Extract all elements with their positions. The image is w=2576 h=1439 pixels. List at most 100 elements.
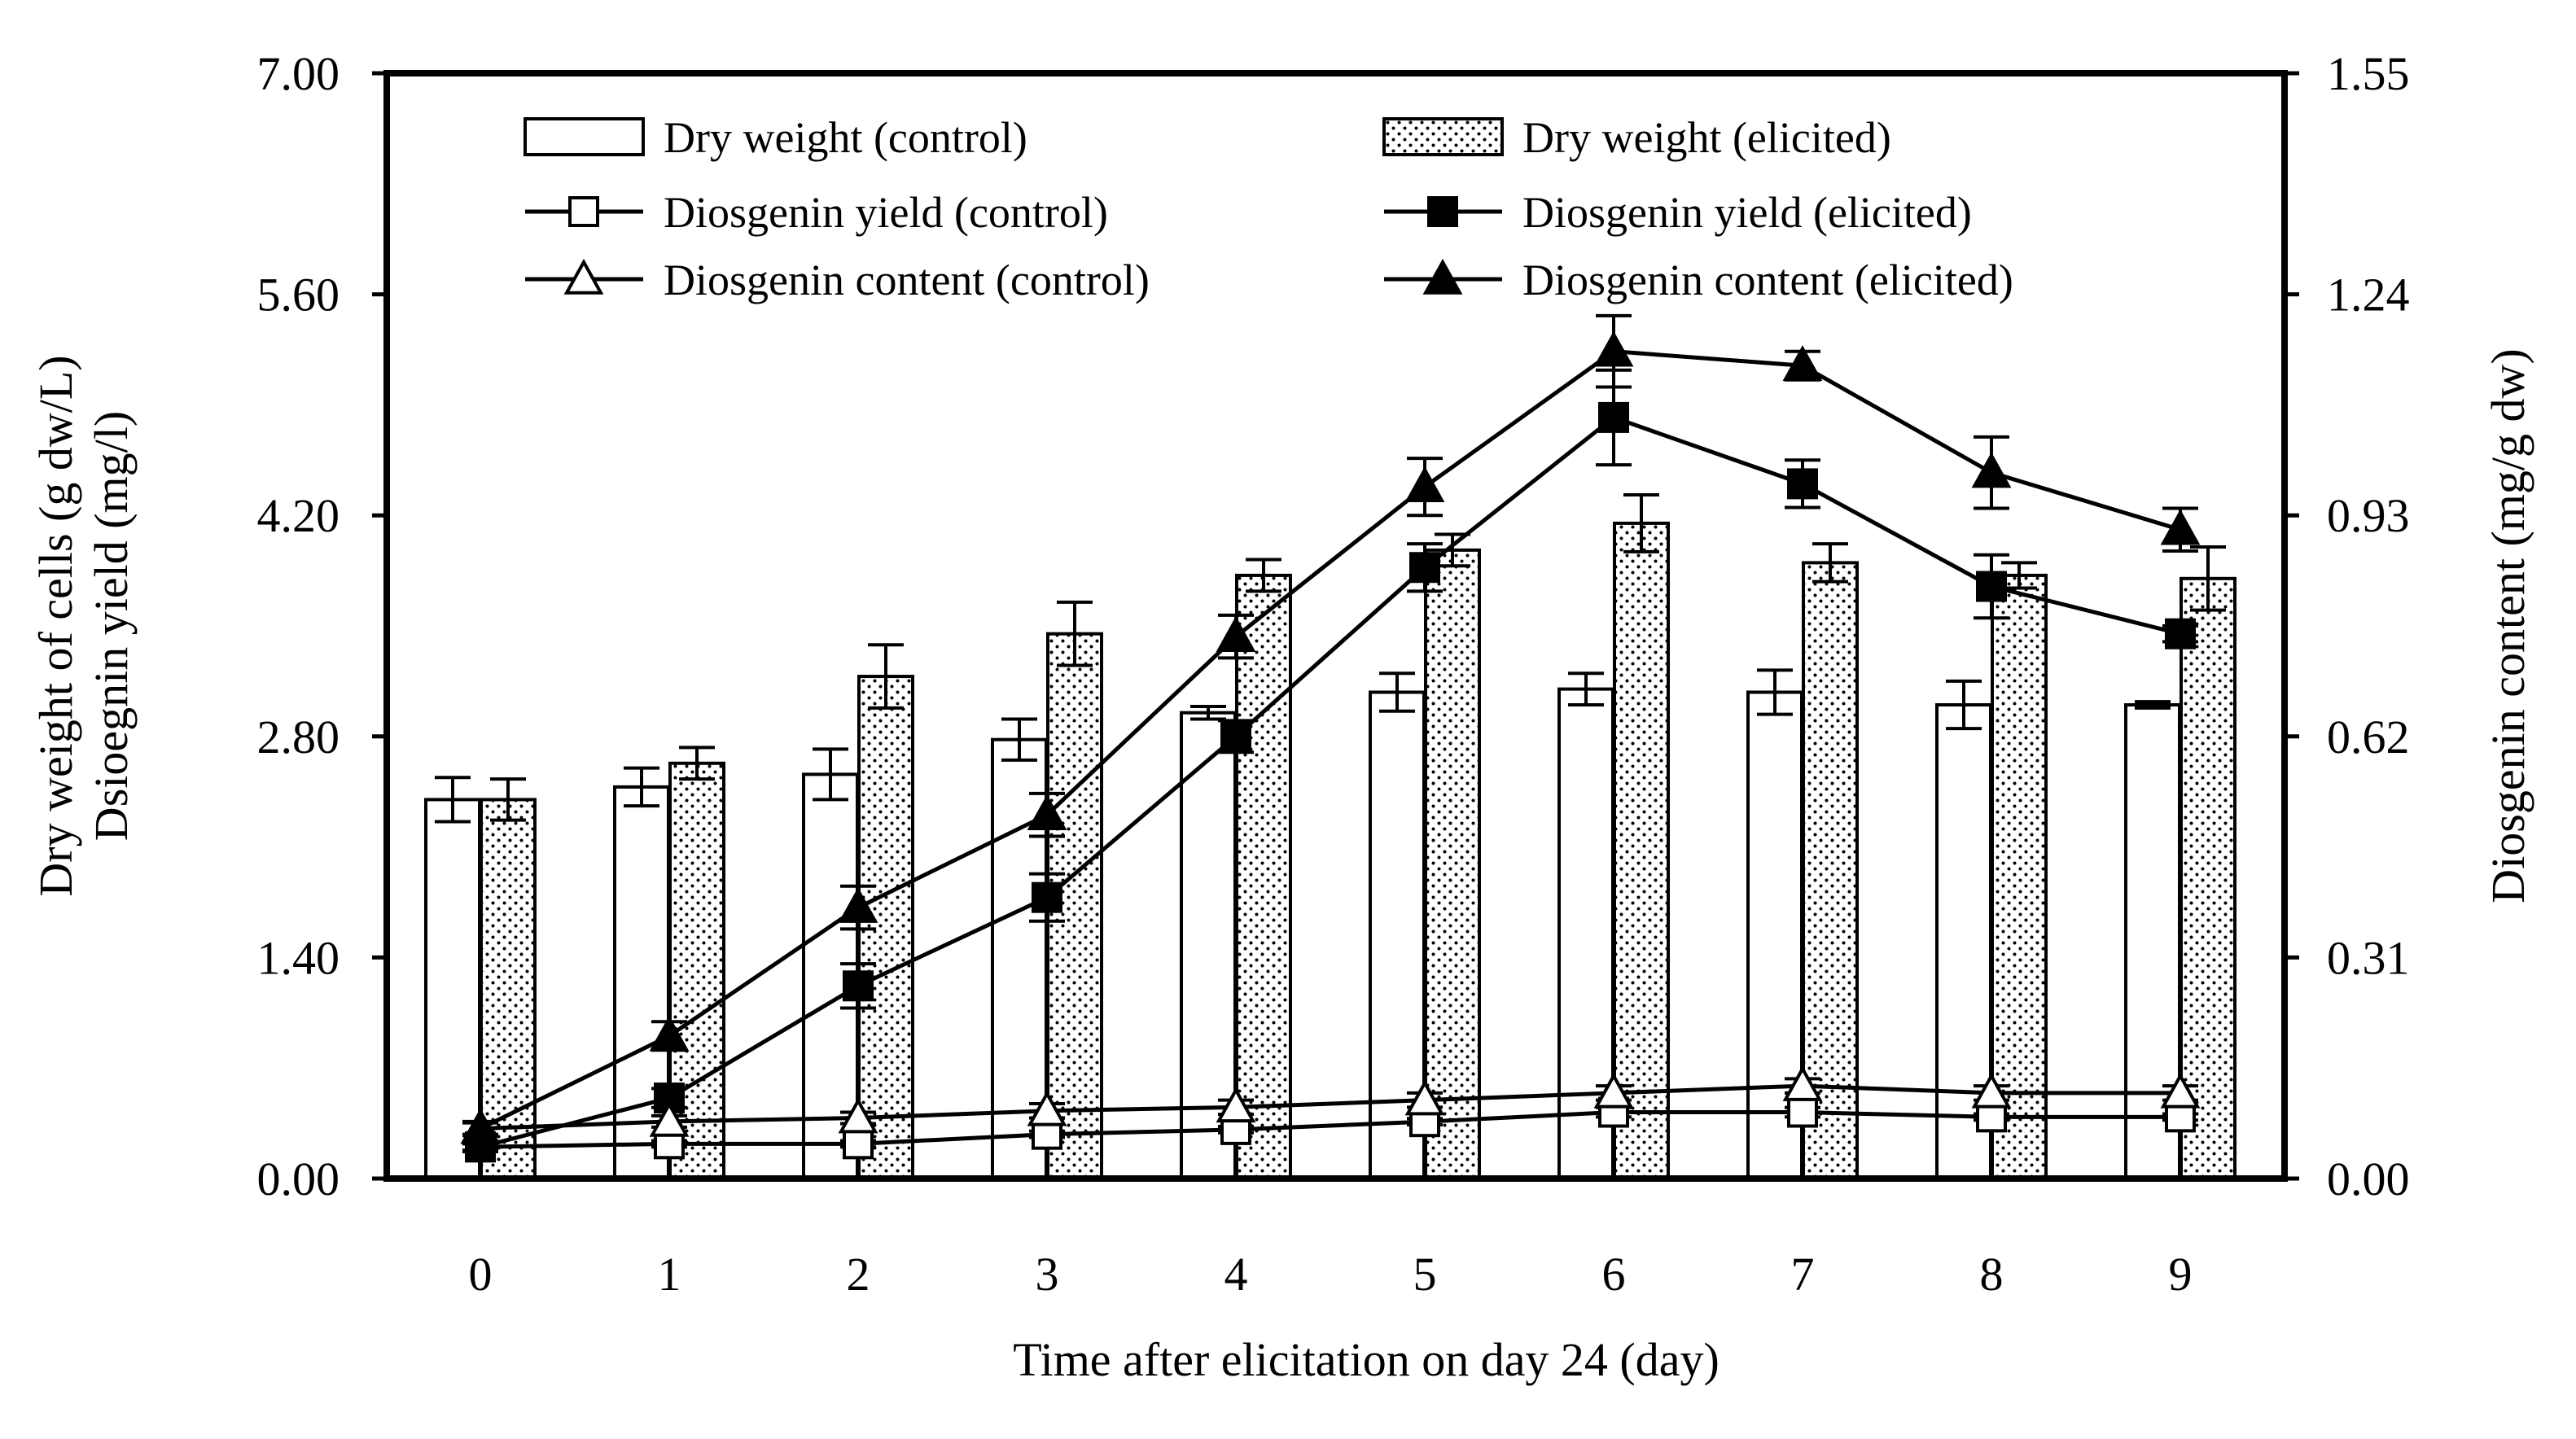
point-diosgenin-content-elicited-day-9 (2160, 509, 2201, 545)
legend-label-dry-weight-control: Dry weight (control) (664, 113, 1027, 162)
point-diosgenin-content-control-day-1 (649, 1100, 690, 1137)
x-tick-label-8: 8 (1980, 1248, 2004, 1301)
point-diosgenin-content-elicited-day-4 (1216, 616, 1256, 652)
lines-layer (479, 349, 2181, 1149)
legend-marker-diosgenin-yield-control (568, 196, 599, 227)
point-diosgenin-content-control-day-9 (2160, 1072, 2201, 1109)
errorbar-dryweight-elicited-day-3 (1057, 600, 1093, 667)
left-tick-label-5: 7.00 (257, 47, 340, 100)
point-diosgenin-yield-elicited-day-4 (1220, 720, 1251, 752)
x-axis-ticks: 0 1 2 3 4 5 6 7 8 9 (469, 1248, 2193, 1301)
markers-layer (460, 330, 2201, 1163)
legend-label-diosgenin-content-control: Diosgenin content (control) (664, 256, 1150, 304)
left-tick-label-2: 2.80 (257, 711, 340, 763)
x-tick-label-2: 2 (847, 1248, 870, 1301)
legend-item-diosgenin-content-control: Diosgenin content (control) (525, 256, 1150, 304)
bar-elicited-day-5 (1424, 548, 1481, 1180)
right-axis-title: Diosgenin content (mg/g dw) (2482, 348, 2534, 903)
errorbar-dryweight-elicited-day-9 (2190, 545, 2226, 612)
left-axis-title-line1: Dry weight of cells (g dw/L) (29, 355, 82, 896)
legend-item-diosgenin-content-elicited: Diosgenin content (elicited) (1384, 256, 2013, 304)
point-diosgenin-content-elicited-day-0 (460, 1108, 501, 1144)
x-tick-label-4: 4 (1224, 1248, 1248, 1301)
errorbar-dryweight-elicited-day-8 (2001, 561, 2037, 590)
left-axis-title-line2: Dsioegnin yield (mg/l) (85, 411, 138, 841)
bar-control-day-0 (424, 798, 481, 1181)
right-tick-label-0: 0.00 (2327, 1153, 2410, 1205)
x-tick-label-0: 0 (469, 1248, 493, 1301)
point-diosgenin-yield-control-day-2 (843, 1128, 874, 1160)
x-tick-label-9: 9 (2169, 1248, 2193, 1301)
x-tick-label-5: 5 (1413, 1248, 1437, 1301)
point-diosgenin-yield-elicited-day-8 (1976, 571, 2007, 602)
point-diosgenin-content-control-day-2 (838, 1097, 878, 1134)
left-axis-ticks: 0.00 1.40 2.80 4.20 5.60 7.00 (257, 47, 387, 1205)
point-diosgenin-content-control-day-3 (1027, 1090, 1067, 1126)
left-tick-label-3: 4.20 (257, 489, 340, 542)
legend-item-dry-weight-elicited: Dry weight (elicited) (1382, 113, 1891, 162)
legend-marker-diosgenin-content-control (563, 258, 604, 295)
point-diosgenin-content-control-day-8 (1971, 1072, 2012, 1109)
bar-elicited-day-7 (1802, 561, 1859, 1180)
bar-elicited-day-4 (1235, 573, 1292, 1180)
point-diosgenin-yield-elicited-day-6 (1598, 401, 1629, 433)
legend-marker-diosgenin-yield-elicited (1427, 196, 1458, 227)
errorbar-dryweight-control-day-1 (624, 766, 659, 808)
legend-marker-diosgenin-content-elicited (1422, 258, 1463, 295)
legend-item-diosgenin-yield-elicited: Diosgenin yield (elicited) (1384, 188, 1972, 237)
errorbar-dryweight-elicited-day-6 (1623, 492, 1659, 553)
point-diosgenin-content-control-day-6 (1593, 1072, 1634, 1109)
legend-label-dry-weight-elicited: Dry weight (elicited) (1522, 113, 1891, 162)
x-tick-label-6: 6 (1602, 1248, 1626, 1301)
point-diosgenin-yield-elicited-day-7 (1787, 468, 1818, 500)
line-diosgenin-content-control (480, 1083, 2180, 1131)
right-tick-label-2: 0.62 (2327, 711, 2410, 763)
errorbar-dryweight-control-day-0 (435, 776, 471, 824)
point-diosgenin-content-elicited-day-3 (1027, 794, 1067, 830)
errorbar-dryweight-control-day-8 (1946, 679, 1982, 731)
left-tick-label-1: 1.40 (257, 931, 340, 984)
errorbar-dryweight-control-day-7 (1757, 668, 1793, 716)
bar-elicited-day-9 (2180, 576, 2236, 1180)
point-diosgenin-yield-control-day-7 (1787, 1096, 1818, 1128)
errorbar-dryweight-elicited-day-1 (679, 746, 715, 781)
point-diosgenin-yield-elicited-day-2 (843, 970, 874, 1002)
bar-elicited-day-8 (1991, 573, 2048, 1180)
point-diosgenin-yield-elicited-day-5 (1409, 552, 1440, 584)
errorbar-dryweight-elicited-day-5 (1435, 532, 1470, 568)
errorbar-dryweight-control-day-9 (2135, 700, 2171, 710)
x-tick-label-7: 7 (1791, 1248, 1815, 1301)
errorbar-dryweight-control-day-2 (813, 747, 848, 802)
errorbar-dryweight-elicited-day-2 (868, 643, 904, 710)
right-tick-label-5: 1.55 (2327, 47, 2410, 100)
right-tick-label-4: 1.24 (2327, 269, 2410, 321)
legend-label-diosgenin-yield-control: Diosgenin yield (control) (664, 188, 1108, 237)
legend-label-diosgenin-yield-elicited: Diosgenin yield (elicited) (1522, 188, 1972, 237)
point-diosgenin-content-elicited-day-5 (1404, 466, 1445, 502)
errorbar-dryweight-elicited-day-0 (490, 777, 526, 822)
errorbar-dryweight-control-day-3 (1001, 717, 1037, 762)
point-diosgenin-content-control-day-5 (1404, 1079, 1445, 1116)
point-diosgenin-yield-elicited-day-9 (2165, 618, 2196, 650)
right-tick-label-3: 0.93 (2327, 489, 2410, 542)
line-diosgenin-yield-control (480, 1110, 2180, 1149)
x-axis-title: Time after elicitation on day 24 (day) (1013, 1333, 1720, 1386)
point-diosgenin-content-elicited-day-2 (838, 886, 878, 923)
point-diosgenin-yield-elicited-day-3 (1032, 881, 1062, 913)
point-diosgenin-content-elicited-day-1 (649, 1015, 690, 1052)
legend-item-dry-weight-control: Dry weight (control) (524, 113, 1027, 162)
errorbar-dryweight-control-day-6 (1568, 671, 1604, 706)
errorbar-dryweight-control-day-5 (1379, 671, 1415, 713)
line-diosgenin-content-elicited (479, 349, 2181, 1131)
right-axis-ticks: 0.00 0.31 0.62 0.93 1.24 1.55 (2285, 47, 2410, 1205)
left-tick-label-4: 5.60 (257, 269, 340, 321)
legend-item-diosgenin-yield-control: Diosgenin yield (control) (525, 188, 1108, 237)
line-diosgenin-yield-elicited (480, 415, 2181, 1149)
point-diosgenin-content-control-day-4 (1216, 1087, 1256, 1123)
x-tick-label-1: 1 (658, 1248, 681, 1301)
point-diosgenin-content-control-day-7 (1782, 1065, 1823, 1101)
errorbar-dryweight-elicited-day-7 (1812, 542, 1848, 584)
legend-swatch-dry-weight-elicited (1382, 117, 1504, 156)
right-tick-label-1: 0.31 (2327, 931, 2410, 984)
